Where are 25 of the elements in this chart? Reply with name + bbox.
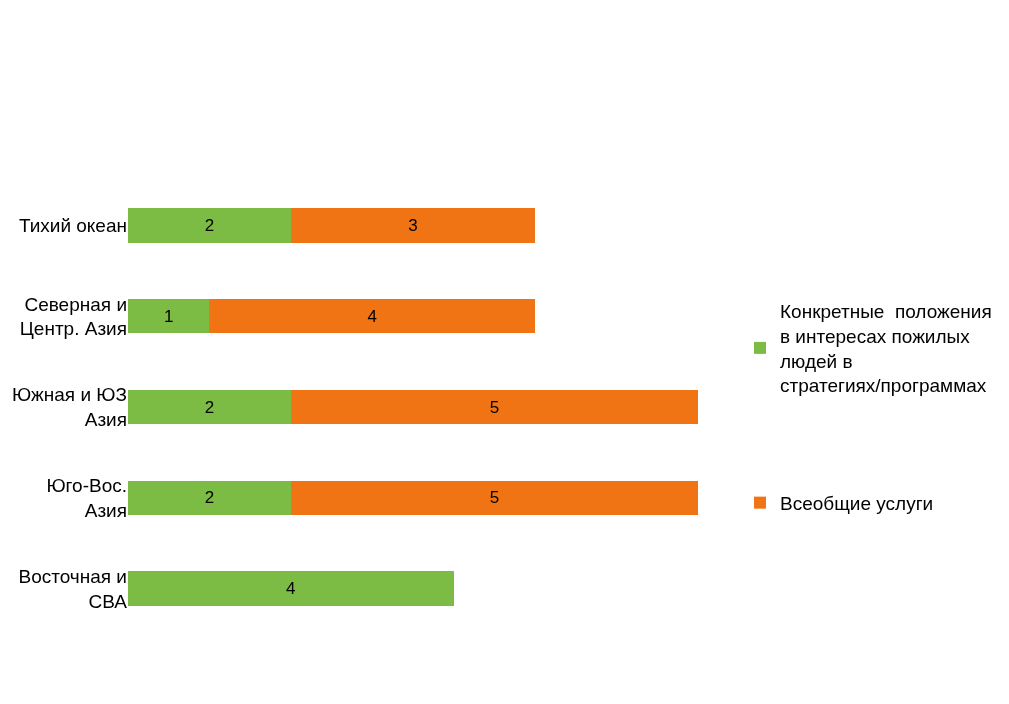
data-label: 5 <box>489 488 500 508</box>
y-tick-label: Восточная и СВА <box>18 565 128 612</box>
data-label: 1 <box>163 306 174 326</box>
y-tick-label: Тихий океан <box>18 215 127 237</box>
data-label: 5 <box>489 397 500 417</box>
bar <box>128 571 454 606</box>
data-label: 3 <box>408 215 418 235</box>
y-tick-label: Северная и Центр. Азия <box>19 293 127 340</box>
bar <box>128 298 210 334</box>
bar <box>128 389 291 425</box>
bar <box>128 208 291 243</box>
bar <box>128 480 291 516</box>
data-label: 2 <box>204 397 215 417</box>
bar <box>290 208 536 243</box>
y-tick-label: Юго-Вос. Азия <box>46 475 127 521</box>
bar <box>209 298 536 334</box>
data-label: 4 <box>367 306 378 326</box>
data-label: 2 <box>204 215 215 235</box>
data-label: 4 <box>286 579 296 599</box>
bar <box>290 389 698 425</box>
y-tick-label: Южная и ЮЗ Азия <box>11 384 127 430</box>
data-label: 2 <box>204 488 215 508</box>
legend-label: Всеобщие услуги <box>780 493 934 515</box>
bar <box>290 480 698 516</box>
legend-label: Конкретные положения в интересах пожилых людей в стратегиях/программах <box>780 301 992 397</box>
